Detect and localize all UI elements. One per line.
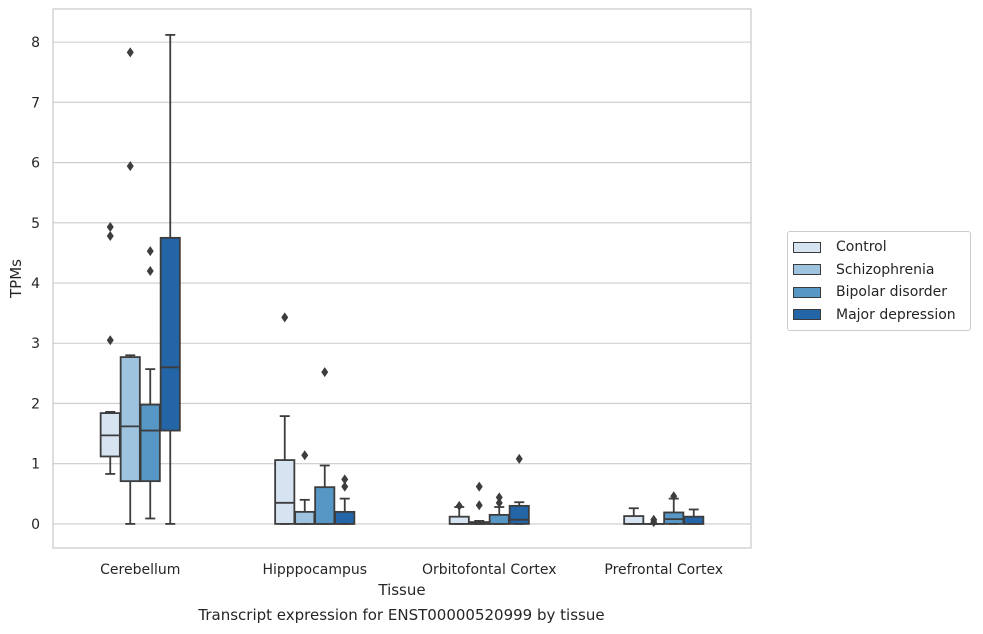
legend-label-major-depression: Major depression [836,306,956,323]
plot-frame [52,8,752,549]
y-tick-label: 7 [31,95,40,111]
outlier-point [106,231,114,242]
x-tick-label: Prefrontal Cortex [604,562,723,578]
box [508,504,530,525]
box [663,511,685,525]
legend-swatch-major-depression [793,309,821,321]
outlier-point [146,246,154,257]
outlier-point [106,222,114,233]
outlier-point [301,450,309,461]
x-tick-label: Orbitofontal Cortex [422,562,557,578]
outlier-point [475,500,483,511]
y-tick-label: 2 [31,396,40,412]
y-axis-label: TPMs [7,259,25,299]
legend-item-schizophrenia: Schizophrenia [788,259,970,282]
box [294,510,316,525]
legend-swatch-bipolar-disorder [793,286,821,298]
outlier-point [126,47,134,58]
x-tick-label: Hipppocampus [262,562,367,578]
box [274,459,296,525]
outlier-point [146,265,154,276]
legend-item-control: Control [788,236,970,259]
legend-swatch-schizophrenia [793,264,821,276]
legend-label-schizophrenia: Schizophrenia [836,261,935,278]
box [488,513,510,525]
outlier-point [670,491,678,502]
outlier-point [126,161,134,172]
x-axis-label: Tissue [377,581,425,599]
y-tick-label: 3 [31,336,40,352]
outlier-point [341,474,349,485]
outlier-point [281,312,289,323]
y-tick-label: 0 [31,517,40,533]
outlier-point [341,481,349,492]
legend-item-major-depression: Major depression [788,304,970,327]
box [448,515,470,525]
legend-label-bipolar-disorder: Bipolar disorder [836,284,948,301]
legend-swatch-control [793,241,821,253]
outlier-point [106,335,114,346]
box [159,236,181,432]
outlier-point [515,453,523,464]
legend: Control Schizophrenia Bipolar disorder M… [787,231,971,331]
y-tick-label: 1 [31,457,40,473]
chart-caption: Transcript expression for ENST0000052099… [198,606,605,624]
outlier-point [495,492,503,503]
outlier-point [475,481,483,492]
y-tick-label: 5 [31,216,40,232]
box [683,515,705,525]
outlier-point [321,367,329,378]
x-tick-label: Cerebellum [100,562,180,578]
legend-item-bipolar-disorder: Bipolar disorder [788,281,970,304]
box [334,510,356,525]
y-tick-label: 8 [31,35,40,51]
box [119,356,141,483]
outlier-point [455,500,463,511]
outlier-point [495,497,503,508]
box [139,403,161,483]
legend-label-control: Control [836,239,887,256]
box [314,486,336,525]
y-tick-label: 6 [31,156,40,172]
outlier-point [650,514,658,525]
box [623,515,645,525]
y-tick-label: 4 [31,276,40,292]
